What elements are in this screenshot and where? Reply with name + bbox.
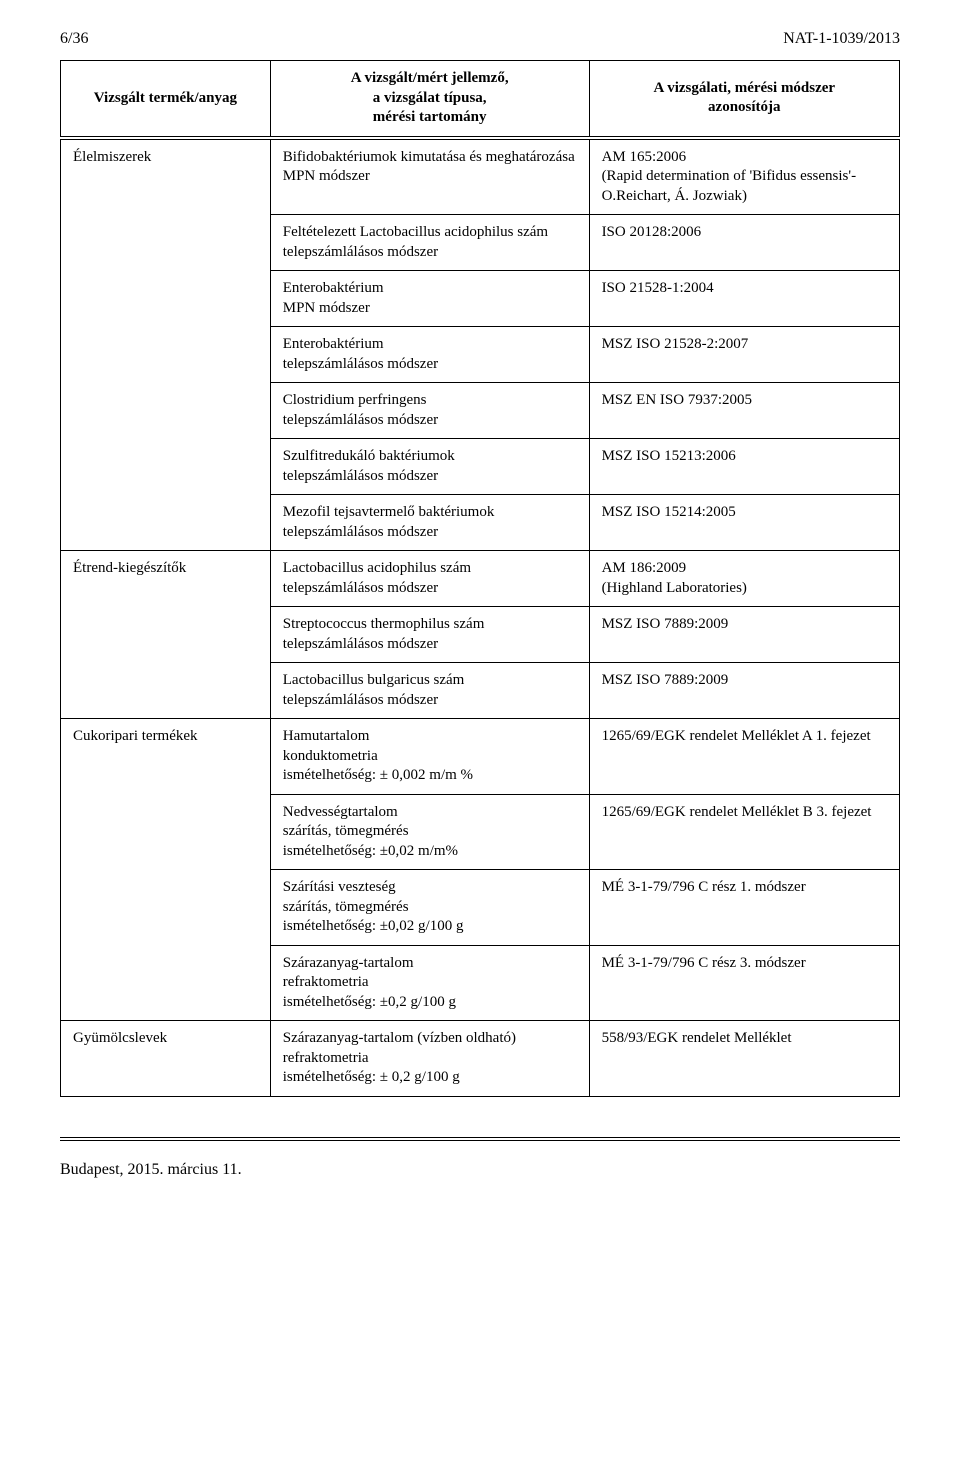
method-cell: MSZ ISO 21528-2:2007 — [589, 327, 899, 383]
category-cell — [61, 215, 271, 271]
parameter-cell: Lactobacillus acidophilus számtelepszáml… — [270, 551, 589, 607]
footer-rule — [60, 1137, 900, 1151]
parameter-cell: Szárítási veszteségszárítás, tömegmérési… — [270, 870, 589, 946]
parameter-cell: Szárazanyag-tartalom (vízben oldható) re… — [270, 1021, 589, 1097]
parameter-cell: Szárazanyag-tartalomrefraktometriaisméte… — [270, 945, 589, 1021]
table-row: Nedvességtartalomszárítás, tömegmérésism… — [61, 794, 900, 870]
method-cell: MSZ ISO 7889:2009 — [589, 663, 899, 719]
document-id: NAT-1-1039/2013 — [783, 30, 900, 48]
method-cell: MÉ 3-1-79/796 C rész 1. módszer — [589, 870, 899, 946]
parameter-cell: Clostridium perfringens telepszámlálásos… — [270, 383, 589, 439]
category-cell — [61, 794, 271, 870]
category-cell — [61, 663, 271, 719]
category-cell — [61, 383, 271, 439]
method-cell: MSZ EN ISO 7937:2005 — [589, 383, 899, 439]
parameter-cell: Streptococcus thermophilus számtelepszám… — [270, 607, 589, 663]
category-cell — [61, 870, 271, 946]
table-row: Szárítási veszteségszárítás, tömegmérési… — [61, 870, 900, 946]
table-row: Enterobaktériumtelepszámlálásos módszerM… — [61, 327, 900, 383]
table-row: Szárazanyag-tartalomrefraktometriaisméte… — [61, 945, 900, 1021]
method-cell: 1265/69/EGK rendelet Melléklet B 3. feje… — [589, 794, 899, 870]
col-header-product: Vizsgált termék/anyag — [61, 61, 271, 138]
table-row: Cukoripari termékekHamutartalomkonduktom… — [61, 719, 900, 795]
table-row: Feltételezett Lactobacillus acidophilus … — [61, 215, 900, 271]
table-row: Mezofil tejsavtermelő baktériumoktelepsz… — [61, 495, 900, 551]
table-row: GyümölcslevekSzárazanyag-tartalom (vízbe… — [61, 1021, 900, 1097]
category-cell — [61, 327, 271, 383]
page-header: 6/36 NAT-1-1039/2013 — [60, 30, 900, 48]
specification-table: Vizsgált termék/anyag A vizsgált/mért je… — [60, 60, 900, 1097]
category-cell — [61, 495, 271, 551]
method-cell: 1265/69/EGK rendelet Melléklet A 1. feje… — [589, 719, 899, 795]
method-cell: MSZ ISO 15214:2005 — [589, 495, 899, 551]
method-cell: ISO 20128:2006 — [589, 215, 899, 271]
method-cell: AM 186:2009(Highland Laboratories) — [589, 551, 899, 607]
method-cell: 558/93/EGK rendelet Melléklet — [589, 1021, 899, 1097]
parameter-cell: Szulfitredukáló baktériumoktelepszámlálá… — [270, 439, 589, 495]
footer-date: Budapest, 2015. március 11. — [60, 1161, 900, 1179]
table-row: Streptococcus thermophilus számtelepszám… — [61, 607, 900, 663]
category-cell: Élelmiszerek — [61, 138, 271, 215]
parameter-cell: Bifidobaktériumok kimutatása és meghatár… — [270, 138, 589, 215]
method-cell: MSZ ISO 15213:2006 — [589, 439, 899, 495]
col-header-method: A vizsgálati, mérési módszerazonosítója — [589, 61, 899, 138]
method-cell: AM 165:2006(Rapid determination of 'Bifi… — [589, 138, 899, 215]
page-number: 6/36 — [60, 30, 88, 48]
category-cell — [61, 271, 271, 327]
category-cell: Cukoripari termékek — [61, 719, 271, 795]
parameter-cell: Enterobaktériumtelepszámlálásos módszer — [270, 327, 589, 383]
table-row: EnterobaktériumMPN módszerISO 21528-1:20… — [61, 271, 900, 327]
parameter-cell: Feltételezett Lactobacillus acidophilus … — [270, 215, 589, 271]
table-row: Lactobacillus bulgaricus számtelepszámlá… — [61, 663, 900, 719]
table-row: ÉlelmiszerekBifidobaktériumok kimutatása… — [61, 138, 900, 215]
parameter-cell: Hamutartalomkonduktometriaismételhetőség… — [270, 719, 589, 795]
category-cell — [61, 945, 271, 1021]
category-cell — [61, 439, 271, 495]
parameter-cell: Nedvességtartalomszárítás, tömegmérésism… — [270, 794, 589, 870]
col-header-parameter: A vizsgált/mért jellemző,a vizsgálat típ… — [270, 61, 589, 138]
parameter-cell: Mezofil tejsavtermelő baktériumoktelepsz… — [270, 495, 589, 551]
category-cell: Étrend-kiegészítők — [61, 551, 271, 607]
parameter-cell: Lactobacillus bulgaricus számtelepszámlá… — [270, 663, 589, 719]
table-row: Clostridium perfringens telepszámlálásos… — [61, 383, 900, 439]
method-cell: ISO 21528-1:2004 — [589, 271, 899, 327]
table-header-row: Vizsgált termék/anyag A vizsgált/mért je… — [61, 61, 900, 138]
method-cell: MSZ ISO 7889:2009 — [589, 607, 899, 663]
table-row: Étrend-kiegészítőkLactobacillus acidophi… — [61, 551, 900, 607]
table-row: Szulfitredukáló baktériumoktelepszámlálá… — [61, 439, 900, 495]
category-cell — [61, 607, 271, 663]
category-cell: Gyümölcslevek — [61, 1021, 271, 1097]
parameter-cell: EnterobaktériumMPN módszer — [270, 271, 589, 327]
method-cell: MÉ 3-1-79/796 C rész 3. módszer — [589, 945, 899, 1021]
